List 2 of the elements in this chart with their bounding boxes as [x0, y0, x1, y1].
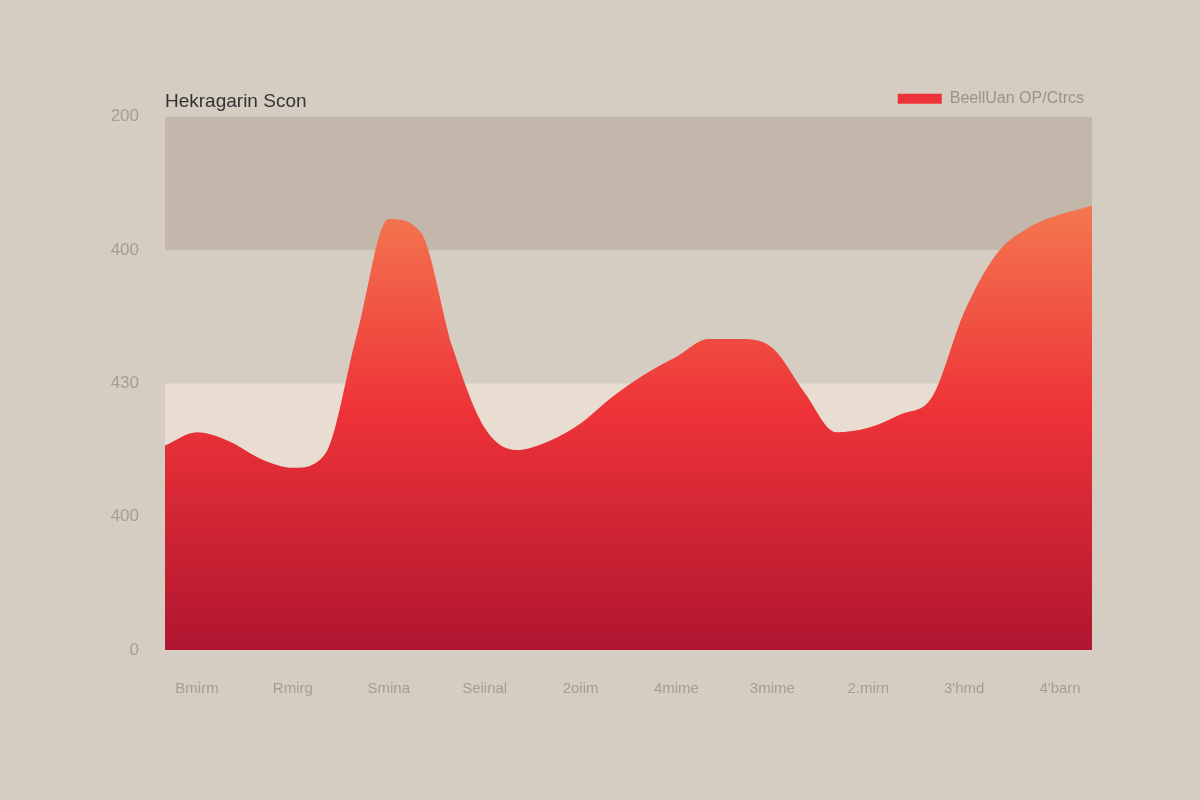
chart-title: Hekragarin Scon [165, 89, 307, 111]
legend-label: BeellUan OP/Ctrcs [949, 89, 1084, 107]
